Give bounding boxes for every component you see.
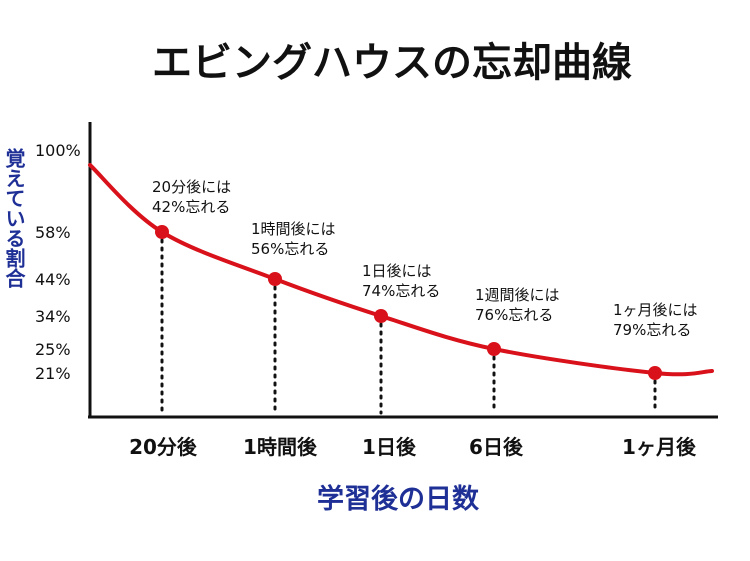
data-point xyxy=(648,366,662,380)
annotation-text: 56%忘れる xyxy=(251,240,329,258)
annotations: 20分後には 42%忘れる 1時間後には 56%忘れる 1日後には 74%忘れる 1週間後に… xyxy=(152,178,698,339)
data-points xyxy=(155,225,662,380)
x-axis-label: 学習後の日数 xyxy=(317,483,480,515)
y-tick-label: 34% xyxy=(35,307,71,326)
data-point xyxy=(487,342,501,356)
annotation-text: 42%忘れる xyxy=(152,198,230,216)
y-tick-label: 58% xyxy=(35,223,71,242)
y-axis-label: 覚えている割合 xyxy=(2,147,26,288)
annotation-text: 1日後には xyxy=(362,262,432,280)
y-tick-labels: 100% 58% 44% 34% 25% 21% xyxy=(35,141,81,383)
annotation-text: 79%忘れる xyxy=(613,321,691,339)
annotation-text: 1週間後には xyxy=(475,286,560,304)
x-tick-label: 1日後 xyxy=(362,435,417,459)
y-tick-label: 100% xyxy=(35,141,81,160)
x-tick-labels: 20分後 1時間後 1日後 6日後 1ヶ月後 xyxy=(129,435,697,459)
data-point xyxy=(268,272,282,286)
annotation-text: 1時間後には xyxy=(251,220,336,238)
data-point xyxy=(155,225,169,239)
annotation-text: 1ヶ月後には xyxy=(613,301,698,319)
x-tick-label: 6日後 xyxy=(469,435,524,459)
annotation-text: 20分後には xyxy=(152,178,231,196)
x-tick-label: 1ヶ月後 xyxy=(622,435,697,459)
annotation-text: 76%忘れる xyxy=(475,306,553,324)
data-point xyxy=(374,309,388,323)
y-tick-label: 25% xyxy=(35,340,71,359)
x-tick-label: 20分後 xyxy=(129,435,198,459)
y-tick-label: 21% xyxy=(35,364,71,383)
x-tick-label: 1時間後 xyxy=(243,435,318,459)
drop-lines xyxy=(160,238,657,415)
annotation-text: 74%忘れる xyxy=(362,282,440,300)
y-tick-label: 44% xyxy=(35,270,71,289)
chart-title: エビングハウスの忘却曲線 xyxy=(152,40,632,86)
